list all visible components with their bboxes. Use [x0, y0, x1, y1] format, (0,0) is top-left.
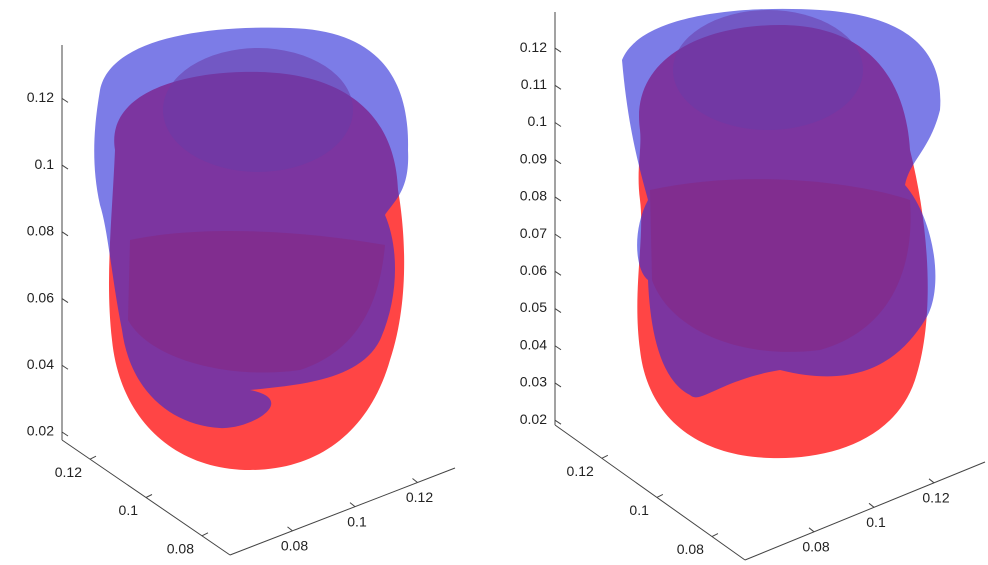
z-tick-label: 0.06 [520, 262, 547, 278]
y-tick [146, 495, 152, 498]
y-tick-label: 0.08 [677, 541, 704, 557]
surface-left [94, 28, 408, 470]
z-tick [62, 365, 68, 369]
z-tick [62, 232, 68, 236]
figure: 0.02 0.04 0.06 0.08 0.1 0.12 0.08 0.1 0.12 0.08 0.… [0, 0, 988, 565]
z-tick-label: 0.12 [520, 39, 547, 55]
x-tick-label: 0.08 [281, 538, 308, 554]
z-tick-label: 0.08 [520, 188, 547, 204]
z-tick [555, 383, 561, 387]
z-tick [555, 234, 561, 238]
x-tick-label: 0.12 [406, 489, 433, 505]
z-tick [555, 420, 561, 424]
z-tick-label: 0.12 [27, 89, 54, 105]
z-tick-label: 0.1 [528, 113, 548, 129]
x-tick [413, 479, 418, 483]
z-tick-label: 0.06 [27, 289, 54, 305]
x-tick-label: 0.1 [866, 514, 886, 530]
y-tick-label: 0.12 [567, 463, 594, 479]
x-tick-label: 0.08 [802, 539, 829, 555]
z-tick-label: 0.03 [520, 374, 547, 390]
y-tick-label: 0.12 [55, 464, 82, 480]
x-tick [929, 479, 934, 483]
z-tick-label: 0.07 [520, 225, 547, 241]
y-tick-label: 0.1 [119, 502, 139, 518]
z-tick-label: 0.08 [27, 223, 54, 239]
z-tick-label: 0.02 [520, 411, 547, 427]
z-tick [555, 309, 561, 313]
x-tick-label: 0.12 [922, 490, 949, 506]
z-tick-label: 0.05 [520, 299, 547, 315]
z-tick-label: 0.11 [521, 76, 547, 92]
z-tick [62, 98, 68, 102]
z-tick-label: 0.09 [520, 150, 547, 166]
z-tick-label: 0.04 [27, 356, 54, 372]
y-tick [202, 533, 208, 536]
z-tick-label: 0.02 [27, 423, 54, 439]
x-tick [350, 503, 355, 507]
z-tick [62, 299, 68, 303]
z-tick [555, 123, 561, 127]
z-tick [555, 160, 561, 164]
z-tick [555, 346, 561, 350]
z-tick [62, 432, 68, 436]
z-tick [555, 85, 561, 89]
z-tick [555, 48, 561, 52]
y-tick-label: 0.1 [629, 502, 649, 518]
y-tick [712, 534, 718, 537]
x-tick [869, 503, 874, 507]
z-tick [62, 165, 68, 169]
x-tick-label: 0.1 [347, 513, 367, 529]
x-tick [288, 527, 293, 531]
x-axis [230, 468, 455, 555]
z-tick [555, 271, 561, 275]
surface-right [622, 9, 940, 458]
z-tick-label: 0.04 [520, 336, 547, 352]
y-tick [657, 494, 663, 497]
z-tick [555, 197, 561, 201]
y-tick [602, 455, 608, 458]
x-tick [809, 528, 814, 532]
x-axis [745, 462, 985, 560]
z-tick-label: 0.1 [35, 156, 55, 172]
y-tick-label: 0.08 [167, 541, 194, 557]
y-tick [90, 456, 96, 459]
